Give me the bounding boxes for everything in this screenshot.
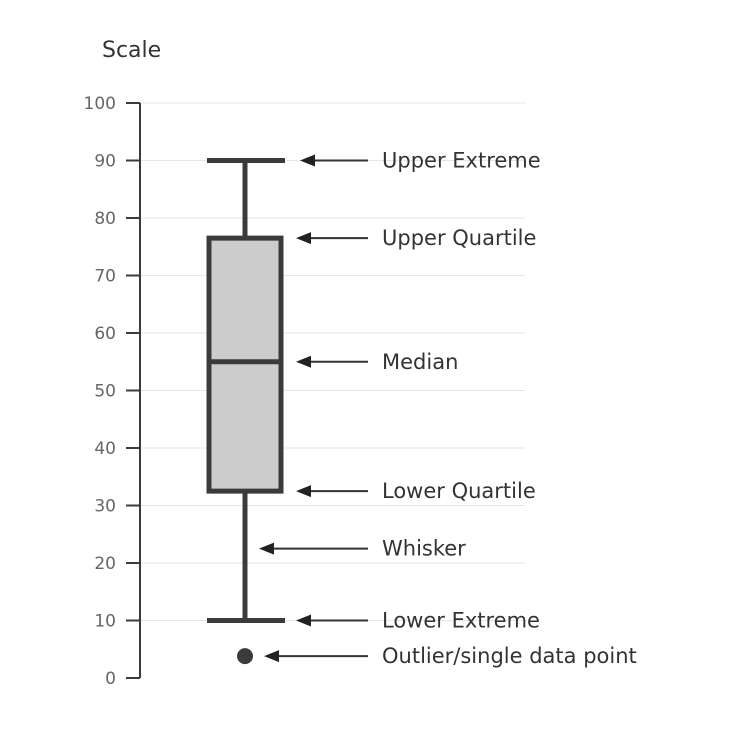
y-tick-label-60: 60: [94, 324, 116, 344]
y-tick-label-50: 50: [94, 382, 116, 402]
arrow-head-icon: [296, 355, 311, 368]
arrow-head-icon: [296, 485, 311, 498]
annotation-upper-quartile: Upper Quartile: [296, 226, 536, 250]
annotation-label: Outlier/single data point: [382, 644, 637, 668]
arrow-head-icon: [259, 542, 274, 555]
annotation-lower-quartile: Lower Quartile: [296, 479, 536, 503]
y-tick-label-80: 80: [94, 209, 116, 229]
annotation-label: Lower Extreme: [382, 609, 540, 633]
outlier-point-0: [237, 648, 253, 665]
annotation-label: Lower Quartile: [382, 479, 536, 503]
y-tick-label-70: 70: [94, 267, 116, 287]
annotations: Upper Extreme Upper Quartile Median Lower Q…: [259, 149, 637, 668]
y-tick-label-10: 10: [94, 612, 116, 632]
y-tick-label-40: 40: [94, 439, 116, 459]
y-tick-label-90: 90: [94, 152, 116, 172]
box-plot: [206, 158, 285, 665]
arrow-head-icon: [300, 154, 315, 167]
y-tick-label-20: 20: [94, 554, 116, 574]
annotation-upper-extreme: Upper Extreme: [300, 149, 541, 173]
annotation-whisker: Whisker: [259, 537, 466, 561]
arrow-head-icon: [264, 650, 279, 663]
annotation-outlier: Outlier/single data point: [264, 644, 637, 668]
y-axis-title: Scale: [102, 38, 161, 63]
arrow-head-icon: [296, 614, 311, 627]
y-axis: 0 10 20 30 40 50 60 70 80 90 100: [84, 94, 141, 689]
annotation-median: Median: [296, 350, 458, 374]
annotation-label: Upper Extreme: [382, 149, 541, 173]
y-tick-label-30: 30: [94, 497, 116, 517]
annotation-label: Upper Quartile: [382, 226, 536, 250]
arrow-head-icon: [296, 232, 311, 245]
annotation-label: Median: [382, 350, 458, 374]
annotation-lower-extreme: Lower Extreme: [296, 609, 540, 633]
y-tick-label-0: 0: [105, 669, 116, 689]
interquartile-box: [206, 235, 284, 494]
annotation-label: Whisker: [382, 537, 466, 561]
y-tick-label-100: 100: [84, 94, 116, 114]
